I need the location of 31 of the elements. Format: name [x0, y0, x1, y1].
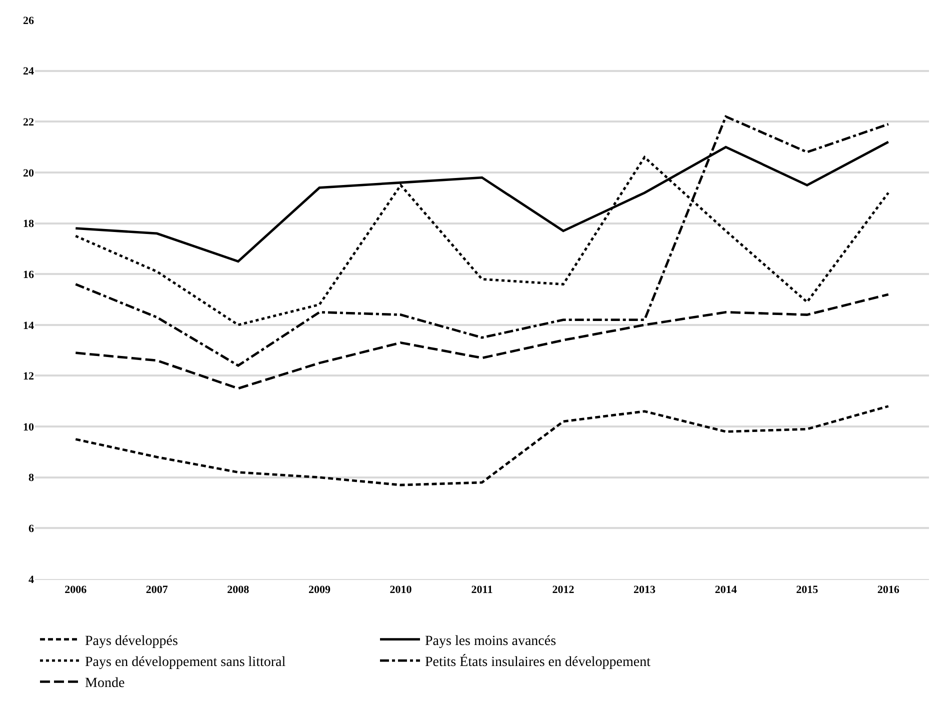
x-tick-label: 2009	[308, 584, 331, 596]
y-tick-label: 6	[28, 523, 34, 536]
y-tick-label: 20	[23, 167, 34, 180]
y-tick-label: 14	[23, 320, 34, 332]
line-series	[74, 115, 890, 367]
legend-label: Pays développés	[85, 634, 178, 649]
x-tick-label: 2014	[714, 584, 738, 596]
x-tick-label: 2013	[634, 584, 656, 596]
line-series	[74, 405, 890, 486]
y-tick-label: 16	[23, 268, 34, 281]
y-tick-label: 26	[23, 14, 34, 27]
x-tick-label: 2015	[796, 584, 819, 596]
y-tick-label: 22	[23, 116, 34, 128]
x-tick-label: 2008	[227, 584, 250, 596]
y-tick-label: 10	[23, 421, 34, 434]
line-series	[74, 293, 890, 390]
x-tick-label: 2011	[471, 584, 493, 596]
legend-label: Monde	[85, 676, 125, 692]
x-tick-label: 2010	[390, 584, 412, 596]
y-tick-label: 24	[23, 66, 34, 78]
y-tick-label: 18	[23, 218, 34, 230]
legend-label: Pays en développement sans littoral	[85, 654, 286, 670]
y-tick-label: 8	[28, 472, 34, 484]
legend-label: Petits États insulaires en développement	[425, 652, 651, 670]
x-tick-label: 2007	[146, 584, 168, 596]
legend-label: Pays les moins avancés	[425, 634, 556, 649]
x-tick-label: 2012	[552, 584, 575, 596]
y-tick-label: 4	[28, 574, 34, 586]
y-tick-label: 12	[23, 370, 34, 383]
x-tick-label: 2006	[64, 584, 88, 596]
x-tick-label: 2016	[877, 584, 900, 596]
